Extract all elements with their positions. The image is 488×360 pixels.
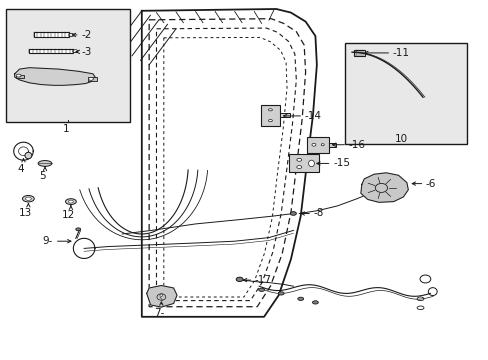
Bar xyxy=(288,154,318,172)
Text: 4: 4 xyxy=(18,164,24,174)
Ellipse shape xyxy=(16,74,21,77)
Bar xyxy=(16,75,24,78)
Bar xyxy=(260,105,280,126)
Ellipse shape xyxy=(278,292,284,295)
Bar xyxy=(328,143,336,147)
Ellipse shape xyxy=(296,166,301,168)
Bar xyxy=(344,43,466,144)
Text: -15: -15 xyxy=(332,158,349,168)
Ellipse shape xyxy=(297,297,303,300)
Ellipse shape xyxy=(268,120,272,122)
Bar xyxy=(306,137,328,153)
Ellipse shape xyxy=(65,199,76,204)
Text: 12: 12 xyxy=(61,210,75,220)
Bar xyxy=(280,113,289,117)
Bar xyxy=(88,77,97,81)
Text: 5: 5 xyxy=(39,171,46,181)
Ellipse shape xyxy=(312,301,318,304)
Text: -17: -17 xyxy=(254,275,271,285)
Text: -2: -2 xyxy=(81,30,91,40)
Text: 10: 10 xyxy=(394,134,407,144)
Ellipse shape xyxy=(25,197,31,200)
Ellipse shape xyxy=(25,152,32,159)
Ellipse shape xyxy=(38,161,52,166)
Ellipse shape xyxy=(321,144,324,146)
Ellipse shape xyxy=(290,212,296,215)
Text: 13: 13 xyxy=(19,208,33,218)
Ellipse shape xyxy=(296,158,301,161)
Text: 7-: 7- xyxy=(153,308,164,318)
Bar xyxy=(353,50,364,56)
Ellipse shape xyxy=(22,195,34,202)
Ellipse shape xyxy=(68,200,73,203)
Ellipse shape xyxy=(88,77,93,80)
Polygon shape xyxy=(146,285,177,307)
Bar xyxy=(29,49,73,54)
Text: -14: -14 xyxy=(304,111,321,121)
Polygon shape xyxy=(15,68,95,85)
Ellipse shape xyxy=(311,143,315,146)
Text: -16: -16 xyxy=(348,140,365,150)
Text: -8: -8 xyxy=(313,208,323,219)
Ellipse shape xyxy=(236,277,243,282)
Ellipse shape xyxy=(160,294,163,296)
Text: -11: -11 xyxy=(392,48,409,58)
Bar xyxy=(6,9,129,122)
Ellipse shape xyxy=(268,109,272,111)
Polygon shape xyxy=(360,173,407,202)
Ellipse shape xyxy=(69,33,74,36)
Text: 9-: 9- xyxy=(42,236,53,246)
Text: -6: -6 xyxy=(425,179,435,189)
Ellipse shape xyxy=(73,50,78,53)
Bar xyxy=(34,32,69,37)
Ellipse shape xyxy=(308,160,314,167)
Text: -3: -3 xyxy=(81,47,91,57)
Ellipse shape xyxy=(258,288,264,292)
Ellipse shape xyxy=(76,228,81,231)
Text: 1: 1 xyxy=(62,124,69,134)
